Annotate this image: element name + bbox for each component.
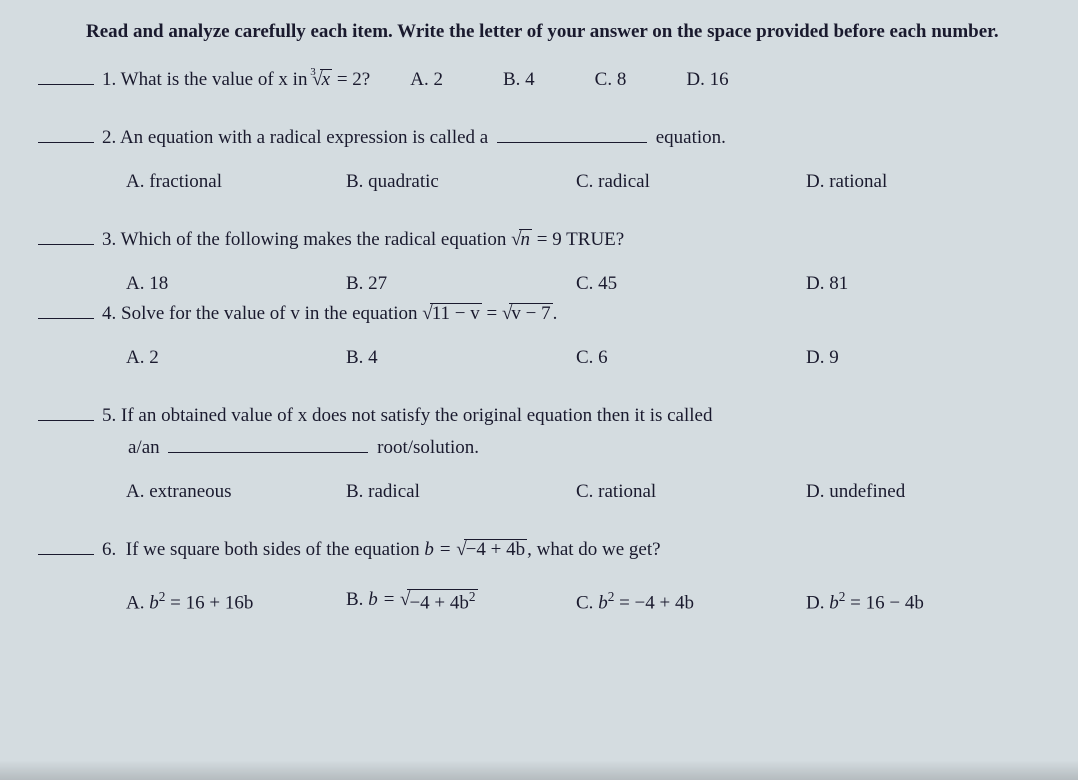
choices: A. fractional B. quadratic C. radical D.… [126, 171, 1040, 193]
choice-c: C. 8 [595, 69, 627, 91]
bottom-shadow [0, 760, 1078, 780]
choice-a: A. b2 = 16 + 16b [126, 589, 346, 614]
answer-blank [38, 318, 94, 319]
choice-a: A. fractional [126, 171, 346, 193]
answer-blank [38, 244, 94, 245]
answer-blank [38, 84, 94, 85]
choices: A. extraneous B. radical C. rational D. … [126, 481, 1040, 503]
choices: A. 2 B. 4 C. 8 D. 16 [410, 69, 728, 91]
choice-b: B. radical [346, 481, 576, 503]
choice-a: A. 18 [126, 273, 346, 295]
question-text: 5. If an obtained value of x does not sa… [102, 405, 712, 427]
choice-b: B. 4 [503, 69, 535, 91]
choice-c: C. 45 [576, 273, 806, 295]
choice-d: D. undefined [806, 481, 905, 503]
choices: A. 18 B. 27 C. 45 D. 81 [126, 273, 1040, 295]
answer-blank [38, 142, 94, 143]
question-text: 3. Which of the following makes the radi… [102, 229, 624, 251]
choices: A. 2 B. 4 C. 6 D. 9 [126, 347, 1040, 369]
choice-b: B. quadratic [346, 171, 576, 193]
choice-b: B. 27 [346, 273, 576, 295]
choice-d: D. 9 [806, 347, 839, 369]
choice-d: D. rational [806, 171, 887, 193]
choice-b: B. b = √−4 + 4b2 [346, 589, 576, 614]
question-4: 4. Solve for the value of v in the equat… [38, 303, 1040, 369]
choice-c: C. b2 = −4 + 4b [576, 589, 806, 614]
choice-a: A. 2 [410, 69, 443, 91]
choices: A. b2 = 16 + 16b B. b = √−4 + 4b2 C. b2 … [126, 589, 1040, 614]
question-5: 5. If an obtained value of x does not sa… [38, 405, 1040, 503]
choice-c: C. 6 [576, 347, 806, 369]
choice-d: D. b2 = 16 − 4b [806, 589, 924, 614]
choice-a: A. 2 [126, 347, 346, 369]
question-text: 2. An equation with a radical expression… [102, 127, 726, 149]
choice-a: A. extraneous [126, 481, 346, 503]
question-text: 1. What is the value of x in 3√x = 2? [102, 69, 370, 91]
question-subline: a/an root/solution. [128, 437, 1040, 459]
choice-d: D. 81 [806, 273, 848, 295]
question-text: 4. Solve for the value of v in the equat… [102, 303, 557, 325]
answer-blank [38, 420, 94, 421]
question-1: 1. What is the value of x in 3√x = 2? A.… [38, 69, 1040, 91]
choice-d: D. 16 [686, 69, 728, 91]
instruction-text: Read and analyze carefully each item. Wr… [38, 18, 1040, 47]
answer-blank [38, 554, 94, 555]
question-2: 2. An equation with a radical expression… [38, 127, 1040, 193]
choice-c: C. rational [576, 481, 806, 503]
choice-c: C. radical [576, 171, 806, 193]
question-3: 3. Which of the following makes the radi… [38, 229, 1040, 295]
question-6: 6. If we square both sides of the equati… [38, 539, 1040, 614]
question-text: 6. If we square both sides of the equati… [102, 539, 661, 561]
choice-b: B. 4 [346, 347, 576, 369]
